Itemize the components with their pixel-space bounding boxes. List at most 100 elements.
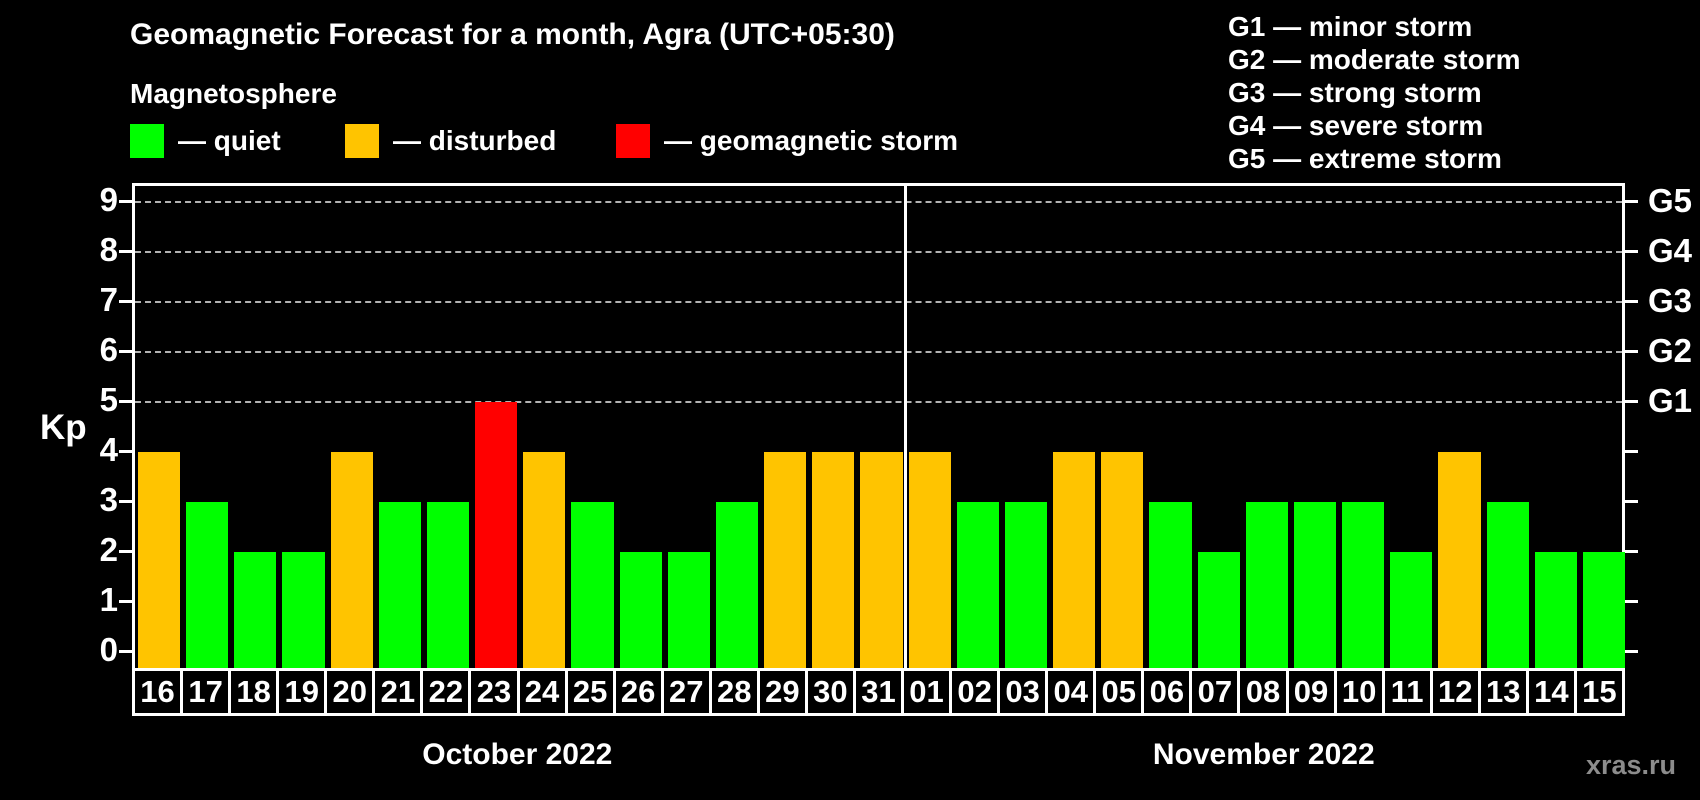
day-label-05: 05 [1096,671,1145,713]
y-axis-tick-left [119,450,132,453]
day-label-22: 22 [423,671,472,713]
day-label-25: 25 [568,671,616,713]
kp-bar-01 [908,452,951,668]
day-label-02: 02 [952,671,1001,713]
legend-item-disturbed: — disturbed [345,124,556,158]
kp-bar-17 [186,502,229,668]
y-axis-tick-right [1625,500,1638,503]
gridline-kp5 [135,401,1622,403]
day-label-13: 13 [1481,671,1529,713]
day-label-09: 09 [1289,671,1337,713]
y-tick-label: 3 [99,481,118,518]
watermark: xras.ru [1585,750,1676,780]
right-axis-label-G1: G1 [1648,382,1693,419]
month-separator [903,186,907,668]
day-label-31: 31 [856,671,904,713]
y-tick-label: 5 [99,381,118,418]
y-axis-tick-left [119,250,132,253]
y-axis-tick-left [119,550,132,553]
y-axis-tick-right [1625,450,1638,453]
storm-swatch [616,124,650,158]
kp-bar-05 [1101,452,1144,668]
y-axis-tick-left [119,500,132,503]
day-label-12: 12 [1433,671,1481,713]
plot-area [132,183,1625,668]
g-scale-legend: G1 — minor storm G2 — moderate storm G3 — … [1228,10,1521,175]
kp-bar-11 [1390,552,1433,668]
y-axis-tick-right [1625,200,1638,203]
kp-bar-19 [282,552,325,668]
y-axis-tick-left [119,200,132,203]
y-axis-label: Kp [40,408,87,447]
legend-item-label: — geomagnetic storm [664,125,959,156]
gridline-kp6 [135,351,1622,353]
month-label: October 2022 [422,738,613,771]
kp-bar-28 [715,502,759,668]
magnetosphere-label: Magnetosphere [130,78,337,109]
day-label-28: 28 [712,671,760,713]
y-tick-label: 6 [99,331,118,368]
disturbed-swatch [345,124,379,158]
y-axis-tick-right [1625,400,1638,403]
kp-bar-10 [1342,502,1385,668]
legend-item-label: — quiet [178,125,281,156]
y-tick-label: 8 [99,231,118,268]
day-label-14: 14 [1529,671,1577,713]
y-axis-tick-right [1625,550,1638,553]
kp-bar-29 [764,452,807,668]
kp-bar-25 [571,502,614,668]
day-label-04: 04 [1048,671,1097,713]
kp-bar-21 [378,502,421,668]
legend-item-quiet: — quiet [130,124,281,158]
day-label-29: 29 [760,671,808,713]
day-label-20: 20 [327,671,376,713]
kp-bar-23 [475,402,518,668]
day-label-23: 23 [471,671,520,713]
legend-item-label: — disturbed [393,125,557,156]
day-label-16: 16 [135,671,184,713]
day-label-01: 01 [904,671,953,713]
right-axis-label-G2: G2 [1648,332,1693,369]
kp-bar-09 [1293,502,1337,668]
kp-bar-06 [1149,502,1192,668]
day-label-07: 07 [1192,671,1241,713]
kp-bar-14 [1534,552,1577,668]
legend-item-storm: — geomagnetic storm [616,124,958,158]
y-axis-tick-right [1625,650,1638,653]
kp-bar-16 [138,452,181,668]
kp-bar-26 [619,552,662,668]
day-label-11: 11 [1385,671,1433,713]
right-axis-label-G4: G4 [1648,232,1693,269]
kp-bar-12 [1438,452,1481,668]
day-label-21: 21 [375,671,424,713]
y-tick-label: 1 [99,581,118,618]
day-label-19: 19 [279,671,328,713]
month-label: November 2022 [1152,738,1375,771]
gridline-kp8 [135,251,1622,253]
kp-bar-31 [860,452,903,668]
kp-bar-30 [812,452,855,668]
kp-bar-03 [1004,502,1048,668]
y-tick-label: 0 [99,631,118,668]
kp-bar-15 [1582,552,1625,668]
kp-bar-08 [1245,502,1288,668]
g-legend-item-5: G5 — extreme storm [1228,143,1502,174]
y-axis-tick-right [1625,600,1638,603]
y-axis-tick-right [1625,250,1638,253]
day-label-08: 08 [1240,671,1289,713]
right-axis-label-G5: G5 [1648,182,1693,219]
kp-bar-04 [1053,452,1096,668]
day-label-26: 26 [616,671,664,713]
day-label-24: 24 [520,671,568,713]
day-label-03: 03 [1000,671,1049,713]
kp-bar-22 [426,502,470,668]
quiet-swatch [130,124,164,158]
g-legend-item-4: G4 — severe storm [1228,110,1484,141]
kp-bar-02 [956,502,999,668]
gridline-kp7 [135,301,1622,303]
g-legend-item-2: G2 — moderate storm [1228,44,1521,75]
day-label-10: 10 [1337,671,1385,713]
y-axis-tick-left [119,600,132,603]
y-axis-tick-right [1625,350,1638,353]
